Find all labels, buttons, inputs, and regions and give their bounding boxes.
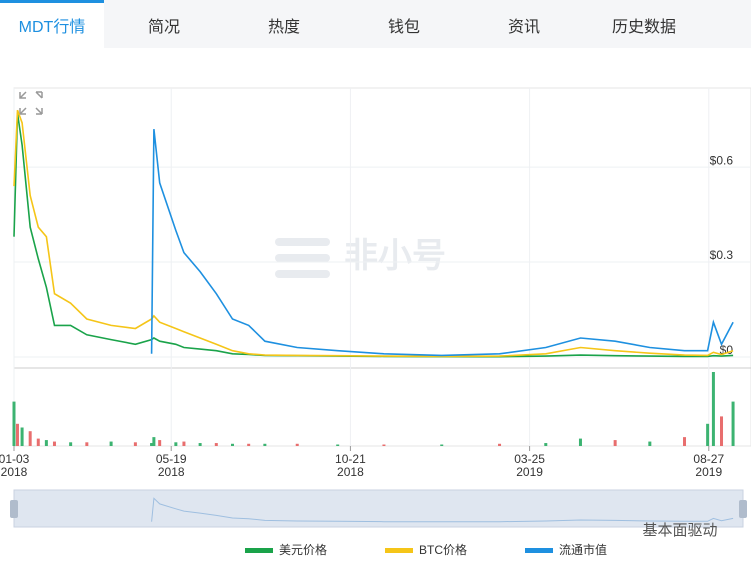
- volume-bar: [263, 443, 267, 446]
- volume-bar: [544, 443, 548, 446]
- volume-bar: [578, 438, 582, 446]
- volume-bar: [214, 443, 218, 446]
- volume-bar: [182, 441, 186, 446]
- volume-bar: [731, 401, 735, 446]
- expand-icon[interactable]: [19, 91, 43, 115]
- series-line: [13, 109, 734, 358]
- watermark: 非小号: [344, 237, 446, 275]
- tab[interactable]: 历史数据: [611, 19, 676, 36]
- x-tick-label: 2018: [1, 465, 28, 479]
- x-tick-label: 03-25: [514, 452, 545, 466]
- volume-bar: [12, 401, 16, 446]
- y-tick-label: $0.6: [710, 153, 734, 167]
- volume-bar: [613, 440, 617, 446]
- volume-bar: [382, 444, 386, 446]
- tab[interactable]: 热度: [267, 19, 300, 36]
- x-tick-label: 08-27: [693, 452, 724, 466]
- volume-bar: [174, 442, 178, 446]
- volume-bar: [230, 443, 234, 446]
- volume-bar: [711, 372, 715, 446]
- zoom-handle-left[interactable]: [10, 500, 18, 518]
- legend-swatch: [385, 548, 413, 553]
- legend-swatch: [525, 548, 553, 553]
- watermark: 基本面驱动: [642, 522, 717, 539]
- tab[interactable]: MDT行情: [0, 0, 104, 48]
- legend-swatch: [245, 548, 273, 553]
- volume-bar: [133, 442, 137, 446]
- volume-bar: [648, 441, 652, 446]
- volume-bar: [247, 443, 251, 446]
- zoom-handle-right[interactable]: [739, 500, 747, 518]
- legend-label: 流通市值: [559, 542, 607, 557]
- y-tick-label: $0.3: [710, 248, 734, 262]
- volume-bar: [336, 444, 340, 446]
- volume-bar: [683, 437, 687, 446]
- x-tick-label: 2018: [158, 465, 185, 479]
- x-tick-label: 05-19: [156, 452, 187, 466]
- volume-bar: [158, 440, 162, 446]
- series-line: [13, 113, 734, 358]
- legend-label: BTC价格: [419, 542, 467, 557]
- volume-bar: [44, 440, 48, 446]
- volume-bar: [152, 437, 156, 446]
- volume-bar: [498, 443, 502, 446]
- x-tick-label: 2018: [337, 465, 364, 479]
- volume-bar: [15, 423, 19, 446]
- tab[interactable]: 钱包: [387, 19, 420, 36]
- legend-label: 美元价格: [279, 542, 327, 557]
- volume-bar: [85, 442, 89, 446]
- volume-bar: [295, 443, 299, 446]
- slider-line: [151, 497, 734, 523]
- series-line: [150, 129, 734, 357]
- x-tick-label: 10-21: [335, 452, 366, 466]
- volume-bar: [36, 438, 40, 446]
- volume-bar: [720, 416, 724, 446]
- x-tick-label: 2019: [695, 465, 722, 479]
- volume-bar: [28, 431, 32, 446]
- tab[interactable]: 简况: [147, 19, 180, 36]
- volume-bar: [706, 423, 710, 446]
- volume-bar: [198, 443, 202, 446]
- volume-bar: [150, 443, 154, 446]
- volume-bar: [109, 441, 113, 446]
- volume-bar: [52, 441, 56, 446]
- volume-bar: [440, 444, 444, 446]
- volume-bar: [20, 427, 24, 446]
- watermark-logo: [275, 238, 330, 278]
- volume-bar: [69, 442, 73, 446]
- x-tick-label: 2019: [516, 465, 543, 479]
- tab-bar: MDT行情 简况 热度 钱包 资讯 历史数据: [0, 0, 751, 48]
- tab[interactable]: 资讯: [507, 19, 540, 36]
- x-tick-label: 01-03: [0, 452, 30, 466]
